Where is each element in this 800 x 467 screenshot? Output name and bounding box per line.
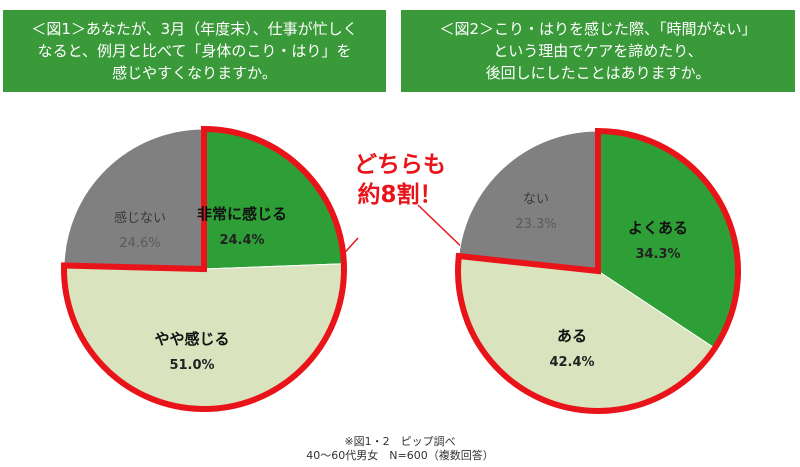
callout-text: どちらも 約8割！	[354, 152, 446, 208]
pie-chart-2: よくある 34.3% ある 42.4% ない 23.3%	[455, 127, 741, 414]
slice-label: ない	[523, 192, 549, 207]
slice-value-label: 24.4%	[219, 233, 264, 248]
slice-label: よくある	[628, 219, 688, 237]
highlight-outline	[61, 125, 347, 412]
pie-slice	[63, 128, 205, 270]
slice-value-label: 34.3%	[635, 247, 680, 262]
slice-value-label: 23.3%	[515, 217, 556, 232]
figure2-question-header: ＜図2＞こり・はりを感じた際、「時間がない」 という理由でケアを諦めたり、 後回…	[401, 10, 795, 92]
pie-slice	[458, 130, 599, 272]
footnote-source: ※図1・2 ピップ調べ	[344, 435, 456, 448]
slice-label: 非常に感じる	[197, 205, 287, 223]
slice-value-label: 51.0%	[169, 358, 214, 373]
footnote: ※図1・2 ピップ調べ 40～60代男女 N=600（複数回答）	[250, 435, 550, 463]
highlight-outline	[455, 127, 741, 414]
slice-value-label: 42.4%	[549, 355, 594, 370]
pie-chart-1: 非常に感じる 24.4% やや感じる 51.0% 感じない 24.6%	[61, 125, 347, 412]
slice-label: やや感じる	[154, 330, 229, 348]
slice-value-label: 24.6%	[119, 236, 160, 251]
figure1-question-header: ＜図1＞あなたが、3月（年度末）、仕事が忙しく なると、例月と比べて「身体のこり…	[3, 10, 386, 92]
slice-label: ある	[557, 327, 587, 345]
footnote-sample: 40～60代男女 N=600（複数回答）	[306, 449, 494, 462]
slice-label: 感じない	[114, 210, 166, 226]
